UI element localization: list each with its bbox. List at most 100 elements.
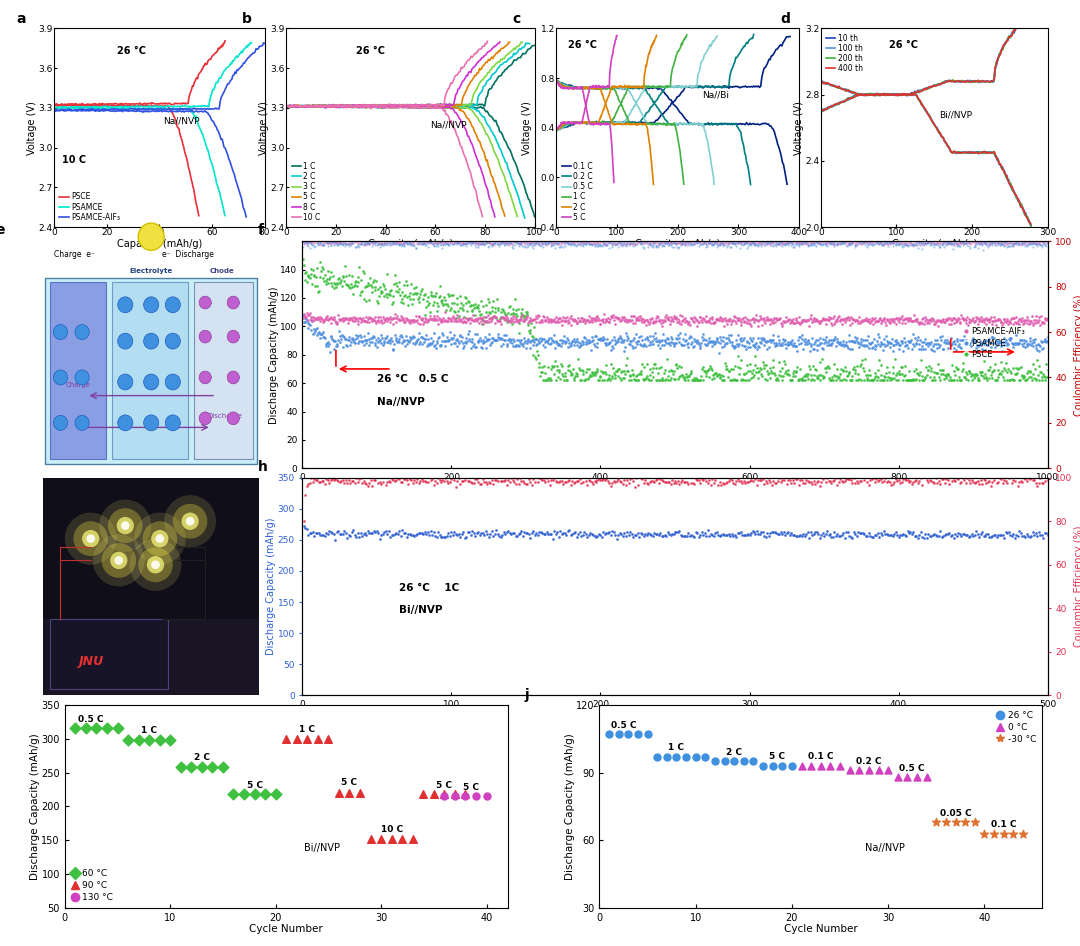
Point: [828, 236, 846, 251]
Point: [835, 474, 852, 489]
Point: [326, 235, 343, 250]
Point: [532, 332, 550, 347]
Point: [691, 235, 708, 250]
Point: [337, 312, 354, 327]
Point: [754, 235, 771, 250]
Point: [536, 235, 553, 250]
Point: [356, 526, 374, 541]
Point: [497, 307, 514, 322]
Point: [295, 518, 312, 534]
Point: [571, 237, 589, 253]
Point: [597, 237, 615, 253]
Point: [654, 326, 672, 342]
Point: [687, 333, 704, 348]
Point: [706, 526, 724, 541]
Point: [372, 279, 389, 294]
Point: [302, 312, 320, 327]
Point: [550, 338, 567, 353]
Point: [454, 341, 471, 356]
Point: [744, 236, 761, 251]
Point: [596, 336, 613, 351]
Point: [807, 361, 824, 377]
Point: [550, 475, 567, 490]
Point: [850, 525, 867, 540]
Y-axis label: Coulombic Efficiency (%): Coulombic Efficiency (%): [1074, 294, 1080, 415]
Point: [946, 237, 963, 253]
Point: [970, 343, 987, 359]
Point: [584, 310, 602, 325]
Point: [380, 233, 397, 248]
Point: [730, 234, 747, 249]
Point: [782, 235, 799, 250]
Point: [698, 366, 715, 381]
Point: [561, 358, 578, 373]
Point: [477, 235, 495, 250]
Point: [340, 528, 357, 543]
Point: [482, 310, 499, 325]
Point: [651, 471, 669, 486]
Point: [630, 334, 647, 349]
Point: [555, 313, 572, 328]
Point: [789, 314, 807, 329]
Point: [723, 239, 740, 254]
Point: [362, 310, 379, 325]
Point: [810, 367, 827, 382]
Point: [917, 309, 934, 324]
Point: [716, 527, 733, 542]
Point: [511, 236, 528, 251]
Point: [747, 307, 765, 323]
Point: [1030, 236, 1048, 252]
Point: [787, 339, 805, 354]
Point: [939, 332, 956, 347]
Point: [330, 236, 348, 251]
Point: [350, 259, 367, 274]
Point: [295, 307, 312, 322]
Point: [843, 312, 861, 327]
Point: [642, 335, 659, 350]
Point: [654, 529, 672, 544]
Point: [719, 330, 737, 345]
Point: [552, 310, 569, 325]
Point: [789, 235, 807, 250]
Point: [598, 234, 616, 249]
Point: [369, 309, 387, 324]
Point: [949, 525, 967, 540]
Point: [988, 373, 1005, 388]
Point: [522, 334, 539, 349]
Legend: 1 C, 2 C, 3 C, 5 C, 8 C, 10 C: 1 C, 2 C, 3 C, 5 C, 8 C, 10 C: [291, 161, 322, 223]
Point: [720, 236, 738, 251]
Point: [351, 310, 368, 325]
Point: [569, 233, 586, 248]
Point: [927, 236, 944, 252]
Circle shape: [102, 543, 136, 578]
Point: [660, 335, 677, 350]
Point: [751, 236, 768, 252]
Point: [622, 234, 639, 249]
Point: [930, 236, 947, 251]
Point: [343, 236, 361, 251]
Point: [387, 234, 404, 249]
Text: 1 C: 1 C: [669, 744, 685, 752]
Point: [478, 315, 496, 330]
Point: [991, 237, 1009, 253]
Point: [395, 238, 413, 254]
Point: [618, 363, 635, 378]
Point: [809, 370, 826, 385]
Point: [973, 364, 990, 379]
Point: [863, 234, 880, 249]
Point: [459, 473, 476, 488]
Point: [905, 237, 922, 253]
Point: [1018, 238, 1036, 254]
Point: [972, 527, 989, 542]
Point: [728, 474, 745, 489]
Point: [771, 310, 788, 325]
Point: [335, 311, 352, 326]
Point: [680, 369, 698, 384]
Circle shape: [138, 223, 164, 251]
Point: [468, 236, 485, 251]
Point: [905, 525, 922, 540]
Point: [326, 280, 343, 295]
Point: [957, 333, 974, 348]
Point: [875, 237, 892, 253]
Point: [808, 369, 825, 384]
